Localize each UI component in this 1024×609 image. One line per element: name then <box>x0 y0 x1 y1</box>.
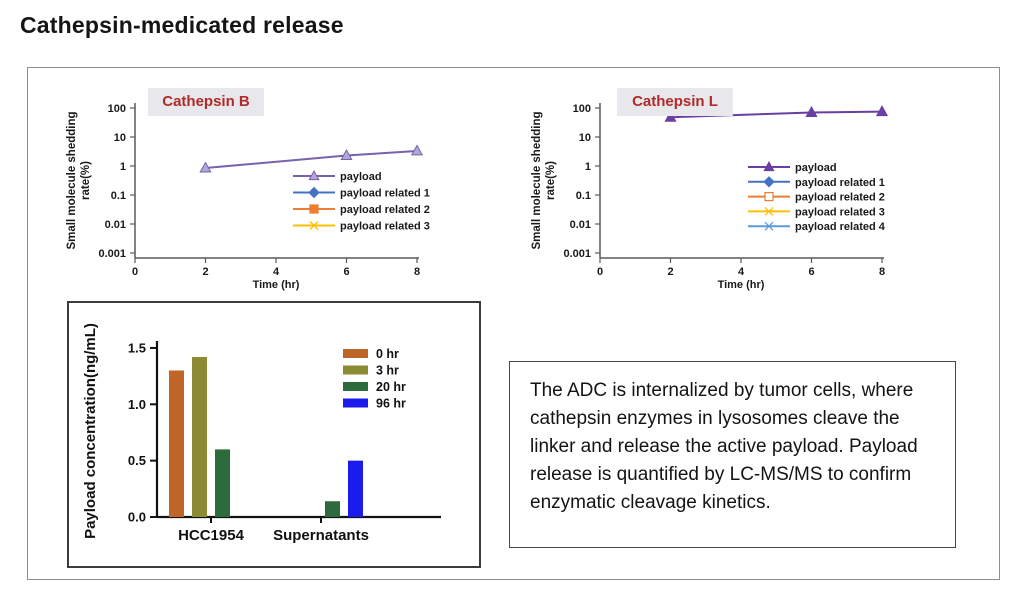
y-axis-title: Small molecule shedding rate(%) <box>531 111 557 249</box>
payload-concentration-bar-chart-svg: 0.0 0.5 1.0 1.5 Payload concentration(ng/mL)… <box>82 323 441 544</box>
y-tick-label: 0.1 <box>576 190 591 202</box>
y-tick-label: 0.5 <box>128 453 146 468</box>
triangle-marker <box>199 161 212 173</box>
y-tick-label: 10 <box>114 132 126 144</box>
x-tick-label: 0 <box>132 266 138 278</box>
legend-label: payload related 3 <box>795 206 885 218</box>
bar-96-hr-Supernatants <box>348 460 363 517</box>
bar-0-hr-HCC1954 <box>169 370 184 517</box>
legend-label: payload related 1 <box>340 188 430 200</box>
legend-swatch <box>343 365 368 375</box>
triangle-marker <box>763 160 775 172</box>
x-tick-label: 0 <box>597 266 603 278</box>
legend-label: payload <box>795 162 837 174</box>
cathepsin-b-label: Cathepsin B <box>148 88 264 116</box>
y-tick-label: 0.0 <box>128 510 146 525</box>
y-tick-label: 0.1 <box>111 190 126 202</box>
legend-label: 96 hr <box>376 397 406 411</box>
legend-swatch <box>343 349 368 358</box>
y-tick-label: 0.001 <box>98 248 126 260</box>
description-text: The ADC is internalized by tumor cells, … <box>530 380 918 513</box>
x-tick-label: 8 <box>879 266 885 278</box>
triangle-marker <box>308 169 320 181</box>
cathepsin-l-label: Cathepsin L <box>617 88 733 116</box>
x-axis-title: Time (hr) <box>253 279 300 291</box>
legend-label: payload related 1 <box>795 177 885 189</box>
triangle-marker <box>340 148 353 160</box>
legend-label: 0 hr <box>376 347 399 361</box>
triangle-marker <box>664 110 677 122</box>
triangle-marker <box>805 105 818 117</box>
x-tick-label: 4 <box>273 266 280 278</box>
square-marker <box>764 191 774 202</box>
category-label: HCC1954 <box>178 527 245 544</box>
legend-label: 20 hr <box>376 380 406 394</box>
diamond-marker <box>308 186 320 199</box>
page-title: Cathepsin-medicated release <box>20 12 344 38</box>
y-tick-label: 0.001 <box>563 248 591 260</box>
y-tick-label: 1 <box>120 161 126 173</box>
bar-20-hr-HCC1954 <box>215 449 230 517</box>
legend-label: 3 hr <box>376 364 399 378</box>
y-tick-label: 1 <box>585 161 591 173</box>
legend-label: payload related 2 <box>795 192 885 204</box>
description-box: The ADC is internalized by tumor cells, … <box>509 361 956 548</box>
payload-concentration-bar-chart: 0.0 0.5 1.0 1.5 Payload concentration(ng/mL)… <box>67 301 481 568</box>
figure-panel: 100 10 1 0.1 0.01 0.001 0 2 4 6 8 Time (hr) Small mo… <box>27 67 1000 580</box>
x-tick-label: 6 <box>808 266 814 278</box>
y-tick-label: 100 <box>108 103 126 115</box>
legend-swatch <box>343 398 368 408</box>
bar-3-hr-HCC1954 <box>192 356 207 517</box>
x-marker <box>764 206 774 216</box>
y-axis-title: Payload concentration(ng/mL) <box>82 323 99 539</box>
y-tick-label: 10 <box>579 132 591 144</box>
x-tick-label: 2 <box>667 266 673 278</box>
x-tick-label: 8 <box>414 266 420 278</box>
x-tick-label: 2 <box>202 266 208 278</box>
cathepsin-b-chart: 100 10 1 0.1 0.01 0.001 0 2 4 6 8 Time (hr) Small mo… <box>40 79 480 291</box>
cathepsin-l-chart-svg: 100 10 1 0.1 0.01 0.001 0 2 4 6 8 Time (hr) Small mo… <box>531 103 889 291</box>
triangle-marker <box>410 144 424 156</box>
y-axis-title: Small molecule shedding rate(%) <box>66 111 92 249</box>
y-tick-label: 1.5 <box>128 340 146 355</box>
asterisk-marker <box>764 221 774 231</box>
series-line-payload <box>205 149 418 170</box>
x-axis-title: Time (hr) <box>718 279 765 291</box>
legend-label: payload <box>340 171 382 183</box>
cathepsin-b-chart-svg: 100 10 1 0.1 0.01 0.001 0 2 4 6 8 Time (hr) Small mo… <box>66 103 430 291</box>
square-marker <box>309 204 319 214</box>
x-tick-label: 4 <box>738 266 745 278</box>
bar-20-hr-Supernatants <box>325 501 340 517</box>
x-tick-label: 6 <box>343 266 349 278</box>
legend-label: payload related 4 <box>795 221 886 233</box>
cathepsin-l-chart: 100 10 1 0.1 0.01 0.001 0 2 4 6 8 Time (hr) Small mo… <box>505 79 945 291</box>
x-marker <box>309 221 319 230</box>
diamond-marker <box>763 176 775 188</box>
legend-label: payload related 2 <box>340 204 430 216</box>
y-tick-label: 100 <box>573 103 591 115</box>
category-label: Supernatants <box>273 527 369 544</box>
y-tick-label: 0.01 <box>570 219 591 231</box>
y-tick-label: 1.0 <box>128 397 146 412</box>
legend-label: payload related 3 <box>340 221 430 233</box>
legend-swatch <box>343 382 368 391</box>
triangle-marker <box>875 105 889 117</box>
y-tick-label: 0.01 <box>105 219 126 231</box>
